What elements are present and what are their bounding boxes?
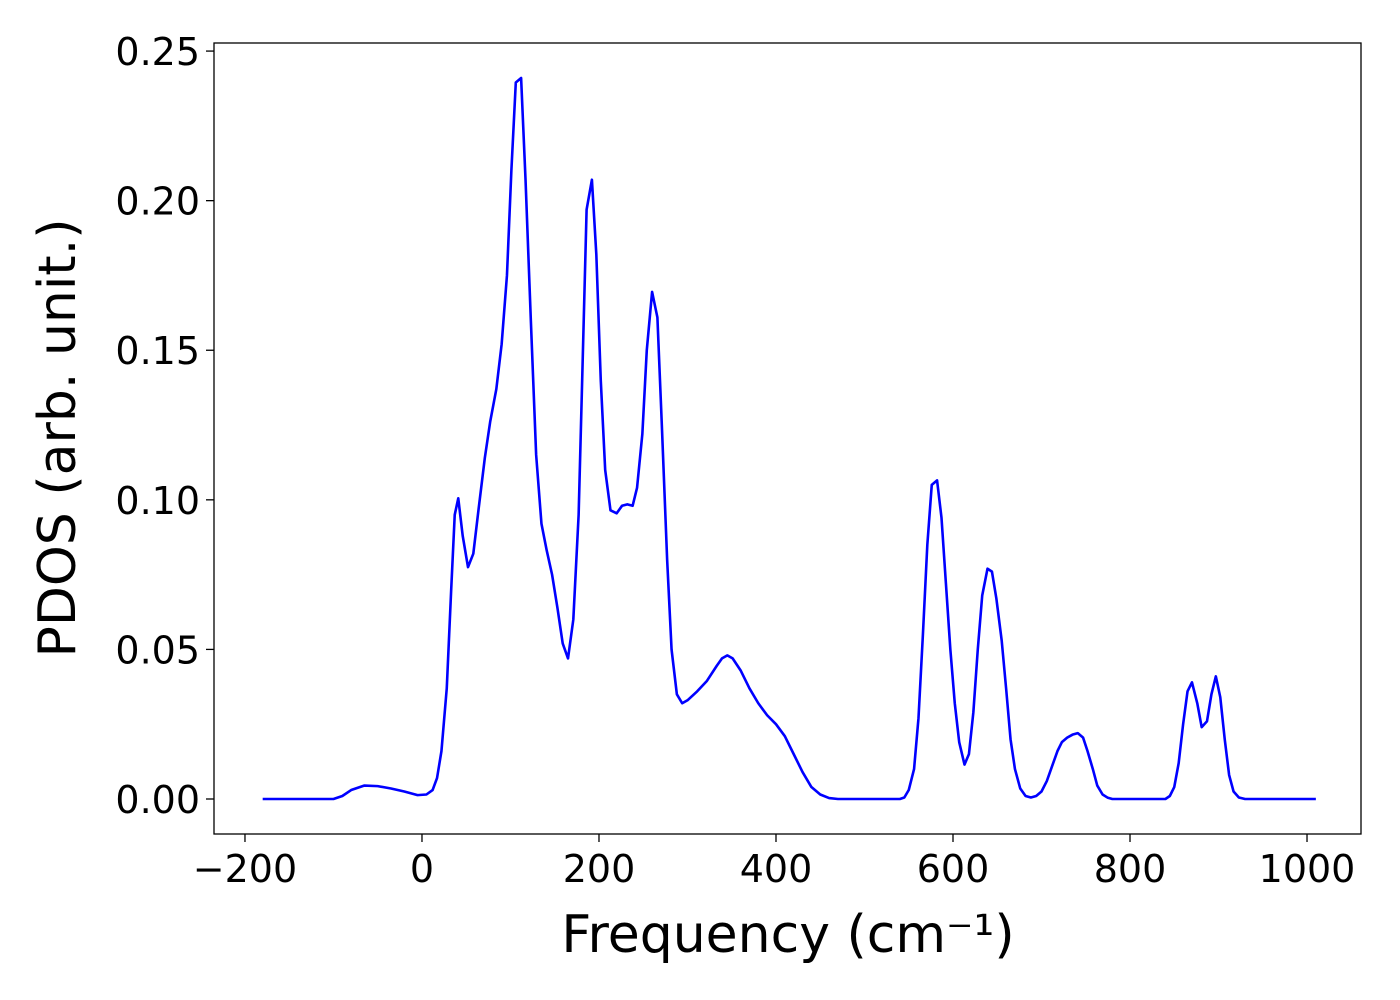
y-tick-label: 0.20 [115, 180, 200, 224]
x-axis-label: Frequency (cm⁻¹) [561, 905, 1014, 965]
y-tick-label: 0.10 [115, 479, 200, 523]
x-tick-label: 0 [410, 847, 434, 891]
x-tick-label: 800 [1094, 847, 1167, 891]
y-tick-label: 0.05 [115, 628, 200, 672]
y-tick-label: 0.15 [115, 329, 200, 373]
y-tick-label: 0.25 [115, 30, 200, 74]
x-tick-label: 200 [563, 847, 636, 891]
pdos-line [262, 76, 1316, 801]
x-tick-label: −200 [193, 847, 297, 891]
x-tick-label: 1000 [1259, 847, 1356, 891]
x-tick-label: 400 [740, 847, 813, 891]
plot-frame [213, 42, 1362, 835]
x-tick-label: 600 [917, 847, 990, 891]
y-axis-label: PDOS (arb. unit.) [28, 218, 88, 657]
y-tick-label: 0.00 [115, 778, 200, 822]
